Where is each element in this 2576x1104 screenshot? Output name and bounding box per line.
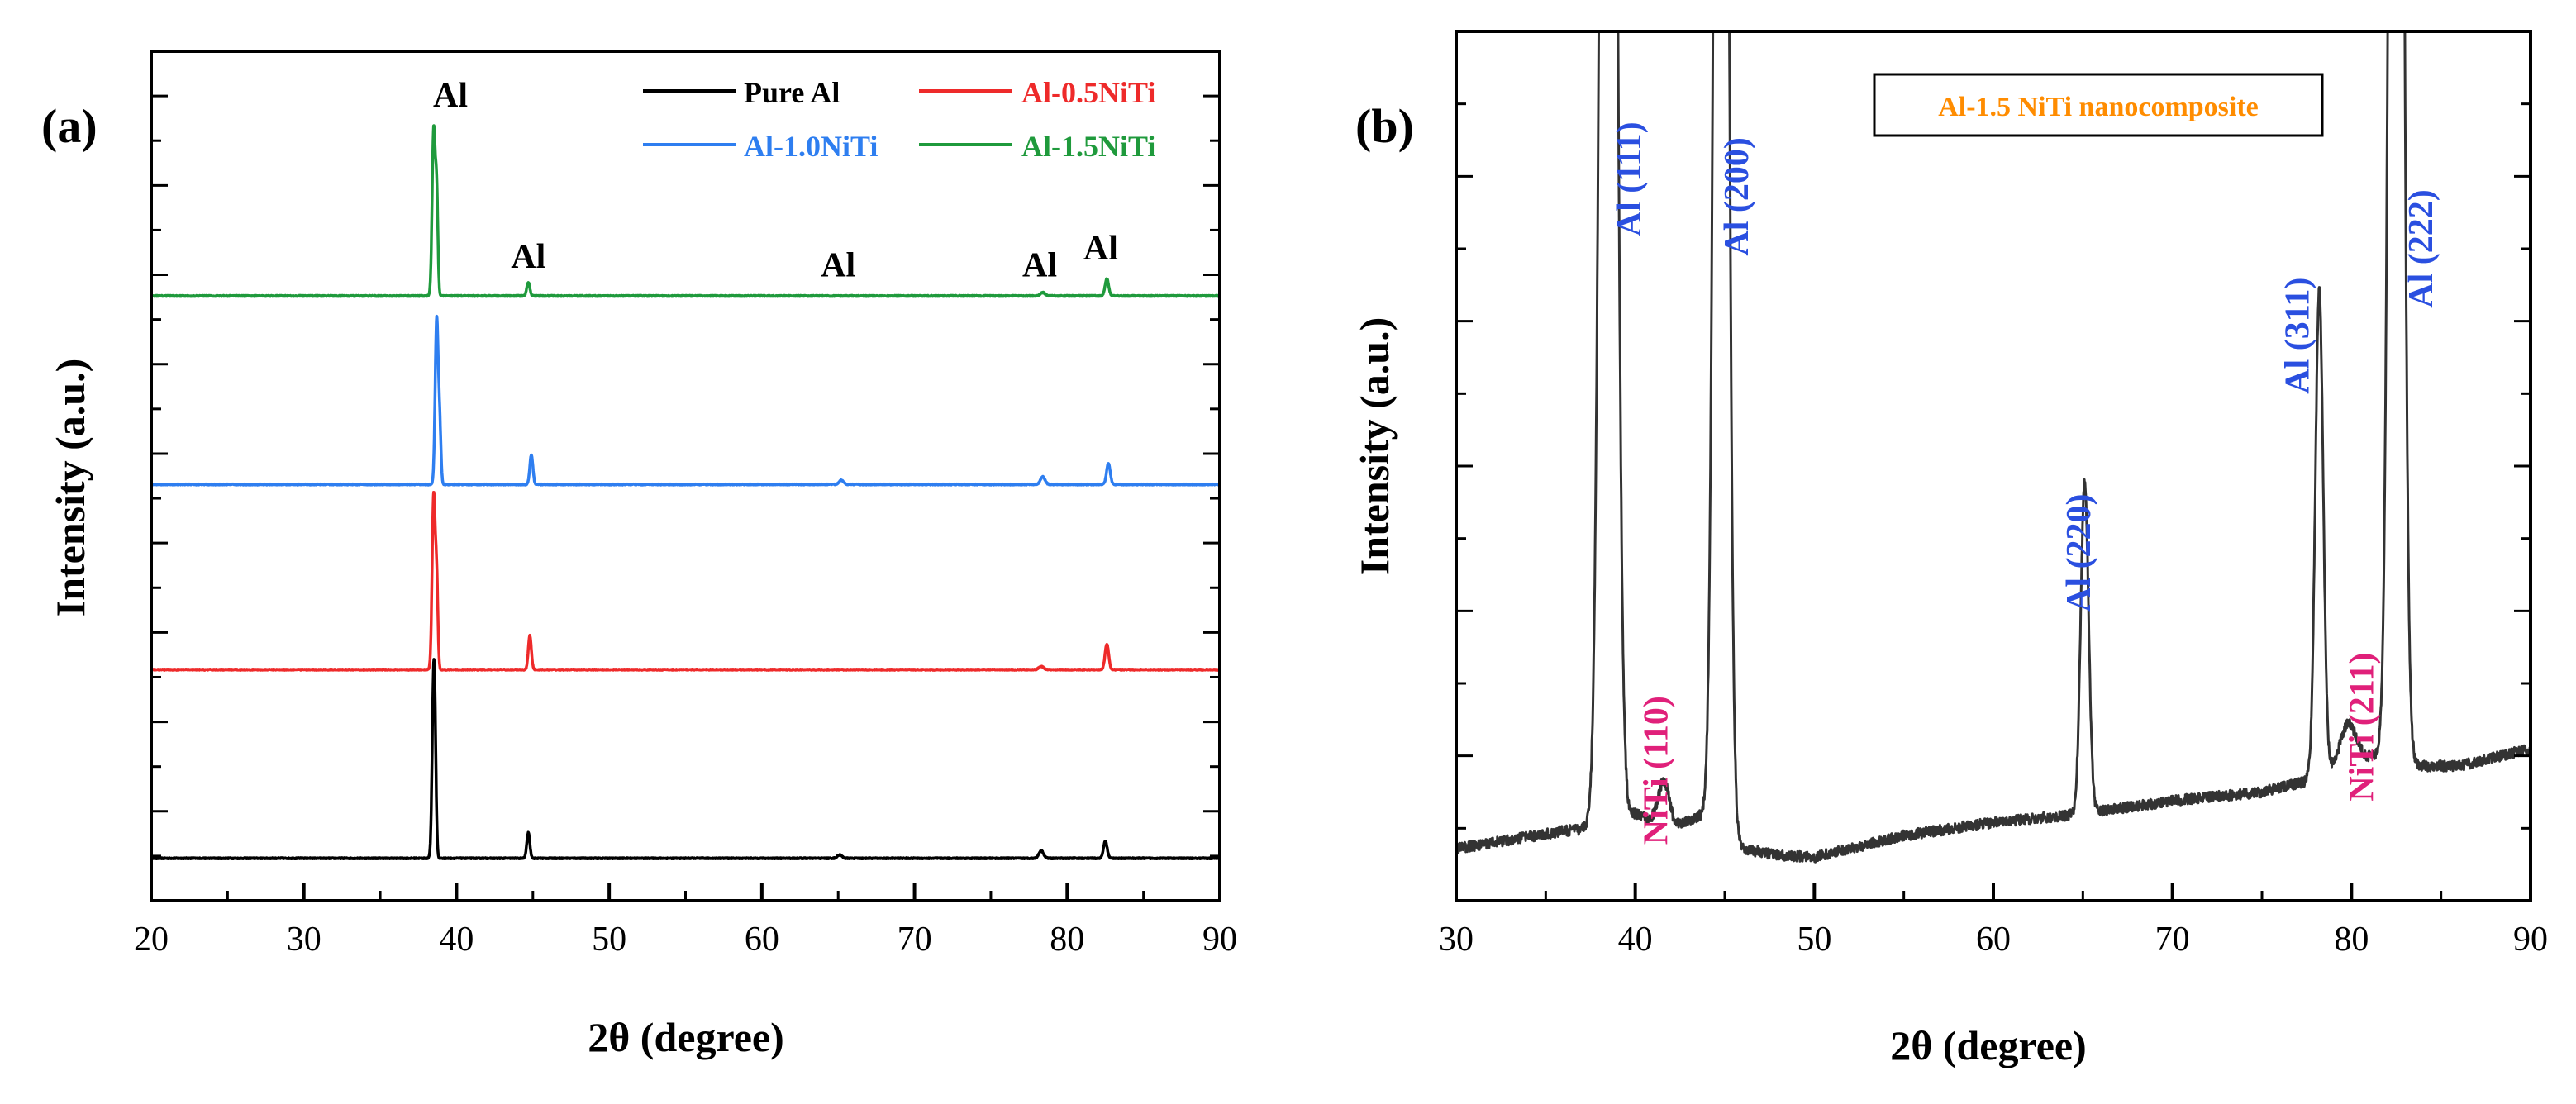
peak-annotation-al: Al (311) [2278, 278, 2316, 394]
legend-label-al-05niti: Al-0.5NiTi [1021, 76, 1155, 109]
peak-annotation-niti: NiTi (110) [1638, 696, 1676, 845]
series-line-al-0-5niti [151, 490, 1220, 672]
panel-a-ticks: 20 30 40 50 60 70 80 90 [134, 94, 1237, 959]
panel-b-ticks: 30 40 50 60 70 80 90 [1439, 102, 2548, 959]
panel-a-x-tick-label: 60 [745, 921, 779, 959]
panel-b-legend: Al-1.5 NiTi nanocomposite [1873, 73, 2324, 137]
series-line-pure-al [151, 658, 1220, 860]
panel-a-annotations: Al Al Al Al Al [433, 77, 1118, 285]
panel-a-legend: Pure Al Al-0.5NiTi Al-1.0NiTi Al-1.5NiTi [643, 76, 1155, 163]
panel-a-x-tick-label: 50 [592, 921, 626, 959]
panel-b-label: (b) [1355, 99, 1414, 153]
panel-b-x-axis-label: 2θ (degree) [1890, 1022, 2087, 1068]
panel-b-x-tick-label: 70 [2155, 921, 2190, 959]
peak-annotation-al: Al [1022, 246, 1057, 284]
panel-b-series-group [1456, 31, 2531, 864]
panel-b-legend-box [1873, 73, 2324, 137]
legend-label-al-10niti: Al-1.0NiTi [744, 130, 878, 163]
panel-a-x-tick-label: 70 [898, 921, 932, 959]
panel-a-x-tick-label: 40 [439, 921, 474, 959]
panel-b-x-tick-label: 40 [1618, 921, 1653, 959]
panel-b-x-tick-label: 60 [1976, 921, 2011, 959]
panel-a-chart: (a) 20 30 40 50 60 70 80 90 Al Al Al Al Al Pure Al … [41, 50, 1237, 1060]
peak-annotation-al: Al (200) [1718, 137, 1756, 255]
panel-b-annotations: Al (111) Al (200) NiTi (110) Al (220) Al (31… [1611, 121, 2440, 845]
peak-annotation-al: Al (220) [2060, 493, 2098, 611]
panel-b-x-tick-label: 30 [1439, 921, 1474, 959]
panel-b-x-tick-label: 50 [1797, 921, 1831, 959]
panel-b-y-axis-label: Intensity (a.u.) [1351, 317, 1398, 576]
peak-annotation-al: Al (222) [2402, 189, 2440, 307]
peak-annotation-al: Al [511, 238, 545, 276]
panel-a-y-axis-label: Intensity (a.u.) [47, 359, 93, 617]
peak-annotation-al: Al [433, 77, 468, 115]
peak-annotation-al: Al (111) [1611, 121, 1649, 236]
panel-b-legend-text: Al-1.5 NiTi nanocomposite [1938, 92, 2259, 122]
peak-annotation-niti: NiTi (211) [2343, 653, 2381, 802]
series-line-al-1-5niti [151, 124, 1220, 298]
panel-a-x-tick-label: 30 [287, 921, 321, 959]
peak-annotation-al: Al [821, 246, 855, 284]
panel-a-x-tick-label: 20 [134, 921, 169, 959]
panel-a-x-tick-label: 90 [1202, 921, 1237, 959]
panel-b-chart: (b) 30 40 50 60 70 80 90 Al (111) Al (200) NiTi … [1351, 30, 2548, 1068]
panel-b-x-tick-label: 80 [2334, 921, 2369, 959]
series-line-al-1-5-niti-nanocomposite [1456, 31, 2531, 864]
panel-b-x-tick-label: 90 [2513, 921, 2548, 959]
series-line-al-1-0niti [151, 314, 1220, 487]
panel-a-x-axis-label: 2θ (degree) [588, 1014, 784, 1060]
legend-label-pure-al: Pure Al [744, 76, 840, 109]
panel-a-series-group [151, 124, 1220, 860]
panel-a-x-tick-label: 80 [1050, 921, 1084, 959]
legend-label-al-15niti: Al-1.5NiTi [1021, 130, 1155, 163]
panel-a-label: (a) [41, 99, 98, 153]
peak-annotation-al: Al [1083, 230, 1118, 268]
